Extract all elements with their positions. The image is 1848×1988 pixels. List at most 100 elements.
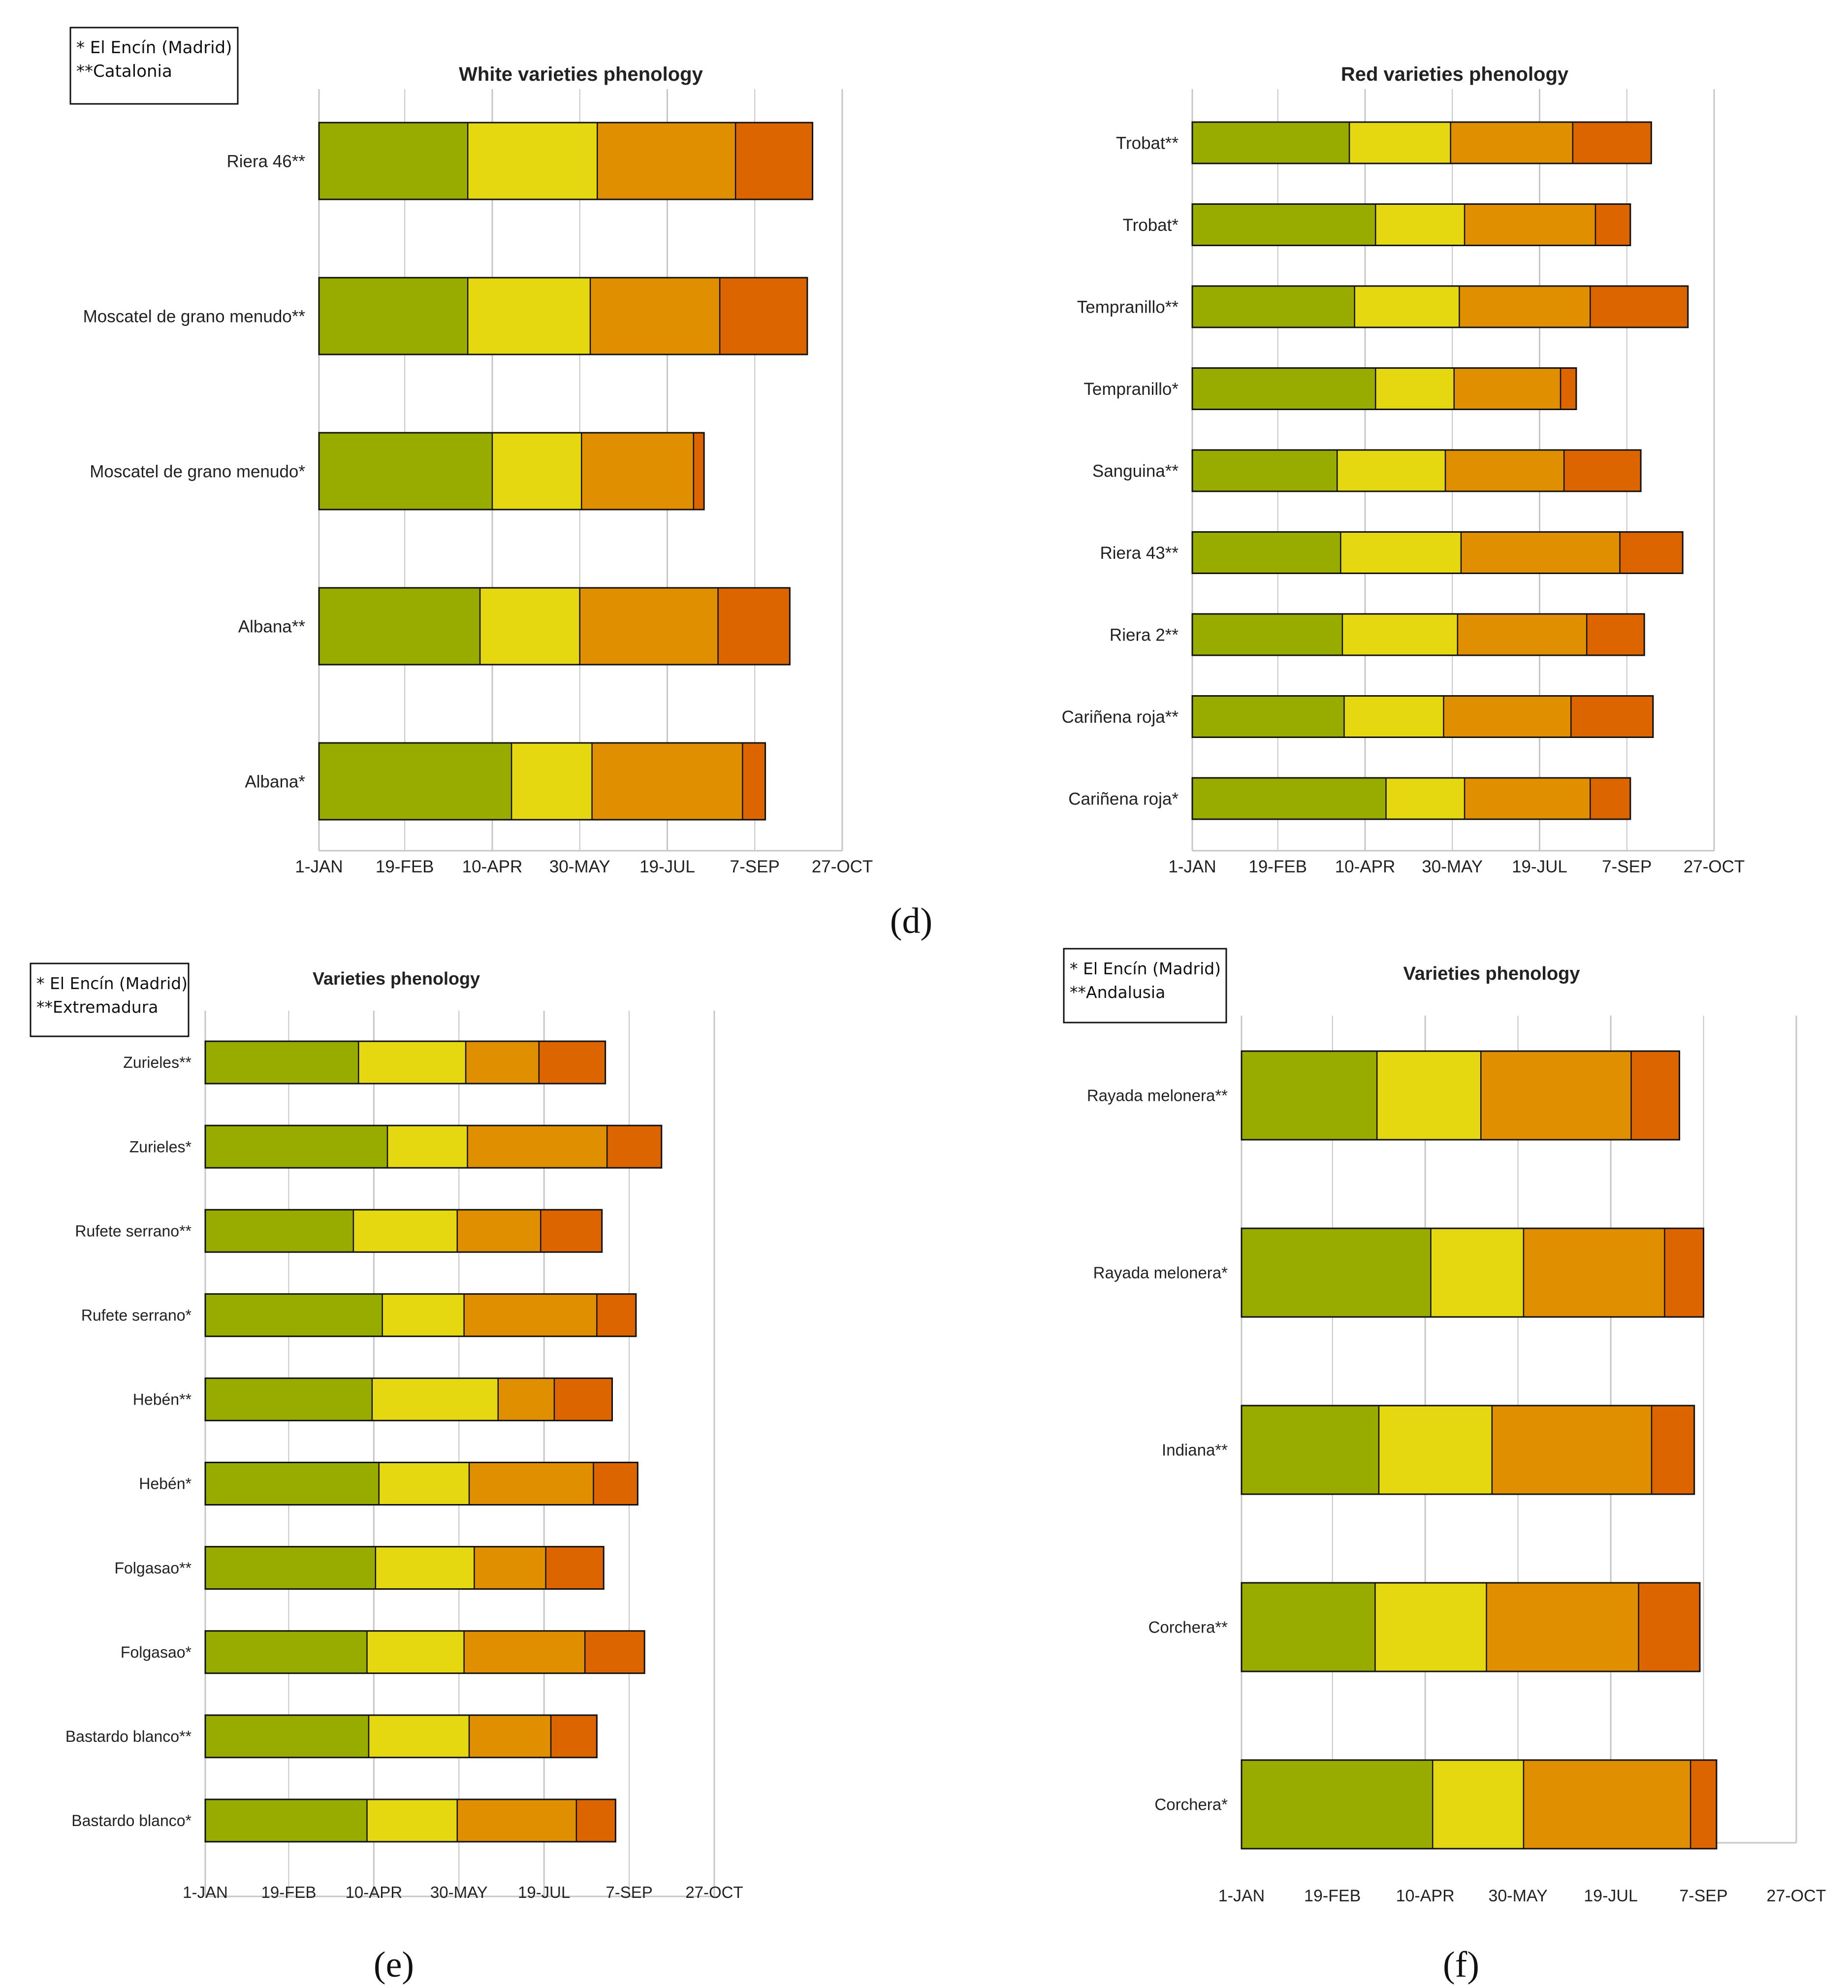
- bar-segment: [1375, 204, 1465, 246]
- bar-segment: [1465, 778, 1591, 819]
- x-tick-label: 10-APR: [1335, 857, 1396, 876]
- bar-segment: [319, 123, 468, 199]
- bar-segment: [387, 1125, 468, 1168]
- chart-varieties-e: 1-JAN 19-FEB 10-APR 30-MAY 19-JUL 7-SEP 27-OCT…: [30, 962, 743, 1901]
- category-label: Albana**: [238, 617, 306, 636]
- category-label: Moscatel de grano menudo*: [90, 462, 305, 481]
- bar-segment: [466, 1041, 539, 1084]
- x-tick-label: 27-OCT: [812, 857, 873, 876]
- bar-segment: [1349, 122, 1451, 163]
- bar-segment: [1572, 122, 1652, 163]
- bar-segment: [541, 1210, 602, 1252]
- chart-white-varieties: 1-JAN 19-FEB 10-APR 30-MAY 19-JUL 7-SEP 27-OCT…: [69, 27, 873, 876]
- bar-outline: [1241, 1050, 1681, 1141]
- category-label: Folgasao**: [114, 1559, 191, 1577]
- chart-varieties-f: 1-JAN 19-FEB 10-APR 30-MAY 19-JUL 7-SEP 27-OCT…: [1063, 948, 1826, 1905]
- bar-segment: [375, 1546, 475, 1589]
- category-label: Moscatel de grano menudo**: [83, 307, 306, 326]
- x-tick-label: 1-JAN: [1218, 1887, 1265, 1905]
- bar-segment: [1192, 122, 1350, 163]
- bar-segment: [1242, 1406, 1379, 1494]
- bar-segment: [539, 1041, 605, 1084]
- bar-segment: [1192, 778, 1386, 819]
- bar-segment: [367, 1799, 457, 1842]
- bar-segment: [498, 1378, 554, 1421]
- bar-segment: [1638, 1583, 1700, 1671]
- category-label: Hebén**: [133, 1391, 191, 1409]
- bar-segment: [457, 1210, 541, 1252]
- x-tick-label: 7-SEP: [605, 1883, 652, 1901]
- x-tick-label: 7-SEP: [1679, 1887, 1727, 1905]
- bar-segment: [1571, 696, 1653, 737]
- bar-segment: [1431, 1228, 1524, 1317]
- chart-title: White varieties phenology: [459, 64, 703, 85]
- bar-segment: [382, 1294, 464, 1337]
- x-tick-label: 30-MAY: [1488, 1887, 1547, 1905]
- bar-segment: [554, 1378, 612, 1421]
- x-tick-label: 10-APR: [346, 1883, 403, 1901]
- x-tick-label: 27-OCT: [1684, 857, 1745, 876]
- bar-outline: [1241, 1582, 1701, 1672]
- bar-segment: [1459, 286, 1591, 327]
- bar-segment: [1481, 1051, 1631, 1140]
- x-tick-label: 19-JUL: [639, 857, 695, 876]
- bar-outline: [1191, 449, 1642, 492]
- panel-label-e: (e): [374, 1945, 414, 1985]
- bar-segment: [585, 1631, 645, 1673]
- bar-segment: [1564, 450, 1641, 491]
- legend-entry: **Catalonia: [76, 62, 172, 81]
- category-label: Riera 2**: [1110, 625, 1179, 644]
- category-label: Folgasao*: [121, 1643, 191, 1661]
- x-tick-label: 10-APR: [1396, 1887, 1455, 1905]
- category-label: Tempranillo*: [1083, 380, 1179, 399]
- legend-box: [69, 27, 239, 105]
- bar-segment: [597, 123, 736, 199]
- bar-segment: [1192, 286, 1355, 327]
- bar-segment: [1342, 614, 1458, 655]
- bar-segment: [1561, 368, 1576, 410]
- category-label: Indiana**: [1162, 1441, 1228, 1459]
- x-tick-label: 19-FEB: [261, 1883, 317, 1901]
- category-label: Albana*: [245, 772, 305, 791]
- bar-outline: [1191, 777, 1631, 820]
- bar-segment: [464, 1631, 585, 1673]
- category-label: Corchera**: [1148, 1618, 1228, 1636]
- bar-outline: [1191, 531, 1684, 574]
- legend-entry: * El Encín (Madrid): [1070, 959, 1221, 978]
- bar-segment: [718, 588, 790, 665]
- bar-segment: [358, 1041, 466, 1084]
- bar-outline: [204, 1630, 645, 1674]
- bar-segment: [593, 1462, 638, 1505]
- bar-segment: [1523, 1760, 1691, 1849]
- bar-segment: [1492, 1406, 1652, 1494]
- category-label: Sanguina**: [1092, 461, 1179, 481]
- x-tick-label: 7-SEP: [730, 857, 780, 876]
- category-label: Corchera*: [1154, 1796, 1228, 1814]
- x-tick-label: 19-FEB: [1248, 857, 1307, 876]
- bar-outline: [1241, 1759, 1718, 1850]
- bar-segment: [353, 1210, 457, 1252]
- bar-outline: [1241, 1227, 1705, 1318]
- bar-segment: [1590, 778, 1630, 819]
- x-tick-label: 19-FEB: [376, 857, 434, 876]
- bar-segment: [205, 1210, 353, 1252]
- bar-outline: [318, 432, 705, 511]
- bar-segment: [319, 433, 492, 510]
- category-label: Bastardo blanco**: [65, 1728, 191, 1745]
- bar-outline: [204, 1462, 638, 1506]
- bar-segment: [319, 278, 468, 354]
- bar-segment: [1590, 286, 1688, 327]
- bar-segment: [597, 1294, 636, 1337]
- legend-entry: **Extremadura: [36, 997, 158, 1017]
- bar-segment: [1377, 1051, 1481, 1140]
- chart-red-varieties: 1-JAN 19-FEB 10-APR 30-MAY 19-JUL 7-SEP 27-OCT…: [1062, 64, 1745, 876]
- bar-segment: [1433, 1760, 1524, 1849]
- x-tick-label: 30-MAY: [549, 857, 610, 876]
- bar-outline: [1191, 203, 1631, 246]
- bar-segment: [1620, 532, 1683, 574]
- bar-segment: [551, 1715, 597, 1758]
- bar-segment: [720, 278, 807, 354]
- bar-segment: [1378, 1406, 1492, 1494]
- bar-segment: [205, 1378, 372, 1421]
- bar-segment: [205, 1294, 382, 1337]
